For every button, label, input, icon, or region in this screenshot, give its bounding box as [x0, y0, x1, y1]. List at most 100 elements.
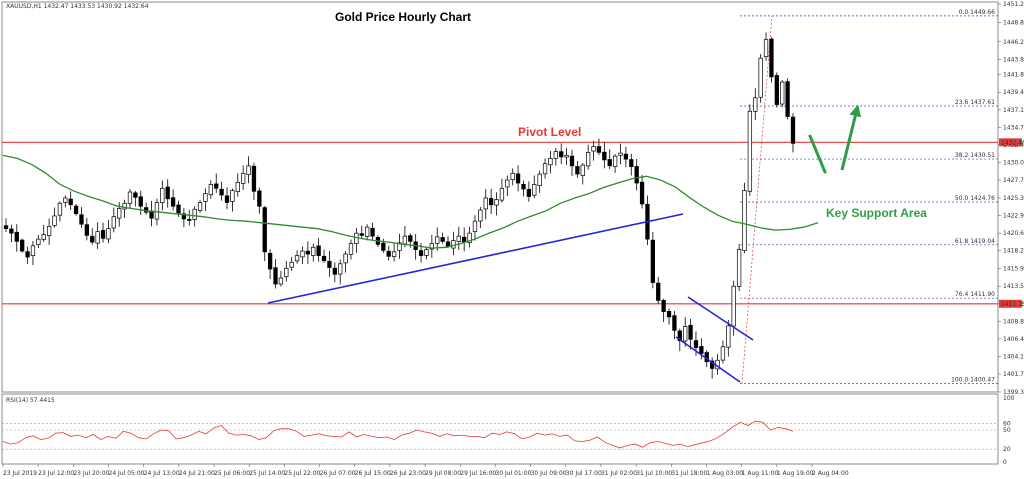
bull-candle — [391, 251, 397, 257]
bull-candle — [154, 202, 160, 220]
bull-candle — [111, 216, 116, 229]
bull-candle — [548, 158, 553, 166]
bear-candle — [559, 151, 564, 158]
bear-candle — [623, 153, 629, 160]
bear-candle — [332, 267, 337, 275]
fib-level-label: 23.6 1437.61 — [955, 99, 995, 106]
price-tick-label: 1415.90 — [1003, 265, 1024, 272]
price-tick-label: 1439.45 — [1003, 89, 1024, 96]
support-level-line-tag: 1411.15 — [1001, 301, 1024, 308]
time-tick-label: 29 Jul 16:00 — [460, 470, 496, 477]
bull-candle — [753, 97, 758, 112]
bull-candle — [36, 238, 41, 245]
bear-candle — [25, 251, 30, 258]
key-support-label: Key Support Area — [826, 206, 927, 220]
bear-candle — [9, 228, 14, 234]
price-panel-frame — [1, 1, 999, 393]
bear-candle — [769, 38, 774, 78]
bear-candle — [273, 267, 278, 285]
time-tick-label: 30 Jul 09:00 — [531, 470, 567, 477]
bull-candle — [478, 209, 483, 222]
bear-candle — [224, 195, 230, 203]
price-tick-label: 1451.25 — [1003, 1, 1024, 8]
bear-candle — [408, 235, 413, 242]
bull-candle — [311, 246, 316, 256]
bear-candle — [440, 237, 445, 242]
bull-candle — [612, 155, 618, 167]
bear-candle — [774, 75, 779, 105]
bear-candle — [634, 166, 639, 184]
pivot-level-line-tag: 1432.46 — [1001, 139, 1024, 146]
price-tick-label: 1434.75 — [1003, 124, 1024, 131]
bear-candle — [187, 219, 192, 221]
time-tick-label: 23 Jul 20:00 — [73, 470, 109, 477]
bull-candle — [618, 152, 623, 156]
time-tick-label: 30 Jul 01:00 — [495, 470, 531, 477]
bull-candle — [365, 226, 370, 237]
bull-candle — [343, 253, 348, 264]
bear-candle — [569, 155, 575, 167]
fib-level-label: 38.2 1430.51 — [955, 152, 995, 159]
bear-candle — [488, 198, 494, 206]
bull-candle — [510, 172, 515, 180]
bear-candle — [73, 205, 79, 215]
bull-candle — [41, 234, 46, 240]
rsi-line — [2, 420, 794, 449]
bear-candle — [515, 173, 521, 184]
time-tick-label: 1 Aug 03:00 — [706, 470, 743, 477]
bear-candle — [305, 250, 311, 255]
symbol-header: XAUUSD,H1 1432.47 1433.53 1430.92 1432.6… — [6, 3, 149, 10]
bull-candle — [532, 184, 537, 196]
time-tick-label: 26 Jul 23:00 — [390, 470, 426, 477]
bear-candle — [688, 324, 693, 340]
bull-candle — [117, 208, 122, 219]
time-tick-label: 31 Jul 18:00 — [671, 470, 707, 477]
bear-candle — [79, 214, 84, 225]
bull-candle — [95, 231, 100, 244]
bear-candle — [661, 300, 666, 312]
bear-candle — [370, 227, 375, 237]
price-tick-label: 1420.60 — [1003, 230, 1024, 237]
bull-candle — [720, 346, 726, 361]
bull-candle — [456, 235, 461, 242]
bear-candle — [176, 204, 181, 214]
bear-candle — [709, 360, 715, 369]
bull-candle — [203, 193, 208, 202]
bull-candle — [747, 110, 753, 192]
fib-level-label: 61.8 1419.04 — [955, 238, 995, 245]
bear-candle — [133, 192, 138, 198]
bull-candle — [208, 184, 213, 196]
fibonacci-levels: 0.0 1449.66 23.6 1437.61 38.2 1430.51 50.0 … — [740, 9, 998, 384]
bull-candle — [348, 243, 354, 255]
time-tick-label: 1 Aug 11:00 — [742, 470, 779, 477]
bear-candle — [100, 230, 106, 239]
time-tick-label: 23 Jul 2019 — [3, 470, 37, 477]
time-tick-label: 26 Jul 07:00 — [320, 470, 356, 477]
bull-candle — [553, 151, 558, 159]
rising-trendline — [267, 213, 684, 304]
bull-candle — [127, 191, 133, 204]
bull-candle — [246, 165, 251, 175]
bear-candle — [316, 245, 321, 256]
moving-average-line — [2, 154, 819, 249]
bear-candle — [84, 224, 90, 236]
bull-candle — [289, 261, 294, 268]
price-tick-label: 1401.75 — [1003, 371, 1024, 378]
bull-candle — [294, 255, 300, 262]
rsi-level-label: 50 — [1003, 427, 1011, 434]
bear-candle — [359, 233, 364, 236]
bull-candle — [537, 173, 542, 186]
time-tick-label: 29 Jul 08:00 — [425, 470, 461, 477]
trend-lines — [267, 213, 754, 383]
time-tick-label: 2 Aug 04:00 — [812, 470, 849, 477]
price-tick-label: 1404.10 — [1003, 353, 1024, 360]
support-resistance-lines: 1432.46 1411.15 — [2, 138, 1024, 308]
bear-candle — [785, 81, 790, 117]
fib-level-label: 100.0 1400.47 — [951, 377, 995, 384]
bull-candle — [106, 228, 111, 240]
chart-title: Gold Price Hourly Chart — [335, 10, 471, 24]
bear-candle — [90, 235, 95, 243]
pivot-level-line-tag-bg — [999, 138, 1022, 147]
bull-candle — [564, 155, 569, 158]
